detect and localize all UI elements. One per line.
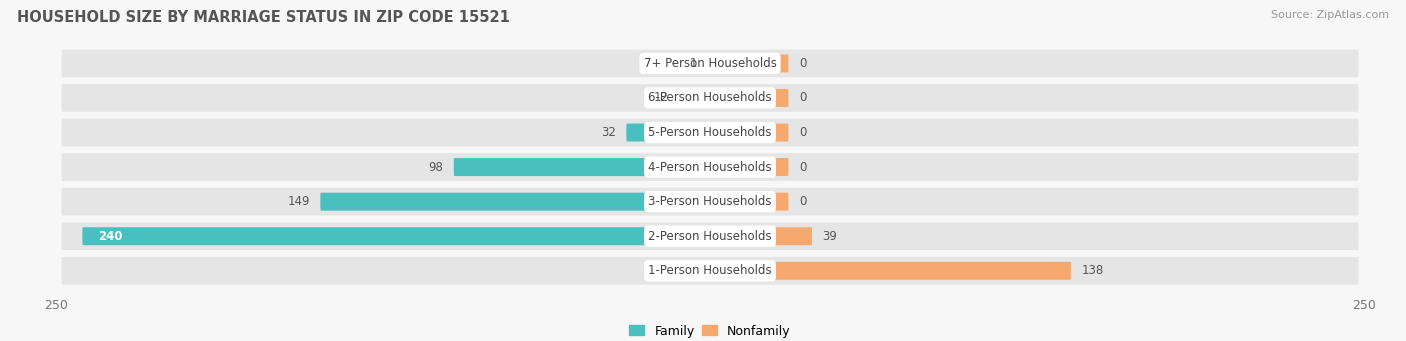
Text: 0: 0 (799, 126, 806, 139)
FancyBboxPatch shape (710, 262, 1071, 280)
FancyBboxPatch shape (710, 158, 789, 176)
FancyBboxPatch shape (710, 227, 813, 245)
FancyBboxPatch shape (454, 158, 710, 176)
FancyBboxPatch shape (62, 49, 1358, 77)
Text: 5-Person Households: 5-Person Households (648, 126, 772, 139)
Text: 0: 0 (799, 161, 806, 174)
Text: 6-Person Households: 6-Person Households (648, 91, 772, 104)
FancyBboxPatch shape (62, 119, 1358, 146)
FancyBboxPatch shape (62, 84, 1358, 112)
Text: 138: 138 (1081, 264, 1104, 277)
Text: 149: 149 (287, 195, 309, 208)
Text: 2-Person Households: 2-Person Households (648, 230, 772, 243)
Text: 0: 0 (799, 195, 806, 208)
FancyBboxPatch shape (62, 222, 1358, 250)
FancyBboxPatch shape (710, 55, 789, 72)
FancyBboxPatch shape (626, 123, 710, 142)
Text: 39: 39 (823, 230, 838, 243)
Text: 7+ Person Households: 7+ Person Households (644, 57, 776, 70)
Text: 240: 240 (98, 230, 122, 243)
FancyBboxPatch shape (62, 188, 1358, 216)
Text: HOUSEHOLD SIZE BY MARRIAGE STATUS IN ZIP CODE 15521: HOUSEHOLD SIZE BY MARRIAGE STATUS IN ZIP… (17, 10, 510, 25)
FancyBboxPatch shape (679, 89, 710, 107)
Text: 1: 1 (689, 57, 697, 70)
Text: 98: 98 (429, 161, 443, 174)
Text: 12: 12 (654, 91, 668, 104)
Text: 0: 0 (799, 57, 806, 70)
Legend: Family, Nonfamily: Family, Nonfamily (624, 320, 796, 341)
Text: 0: 0 (799, 91, 806, 104)
Text: 3-Person Households: 3-Person Households (648, 195, 772, 208)
FancyBboxPatch shape (707, 55, 710, 72)
FancyBboxPatch shape (62, 257, 1358, 285)
FancyBboxPatch shape (321, 193, 710, 211)
FancyBboxPatch shape (710, 89, 789, 107)
FancyBboxPatch shape (62, 153, 1358, 181)
FancyBboxPatch shape (83, 227, 710, 245)
FancyBboxPatch shape (710, 123, 789, 142)
Text: 32: 32 (600, 126, 616, 139)
Text: 4-Person Households: 4-Person Households (648, 161, 772, 174)
FancyBboxPatch shape (710, 193, 789, 211)
Text: Source: ZipAtlas.com: Source: ZipAtlas.com (1271, 10, 1389, 20)
Text: 1-Person Households: 1-Person Households (648, 264, 772, 277)
